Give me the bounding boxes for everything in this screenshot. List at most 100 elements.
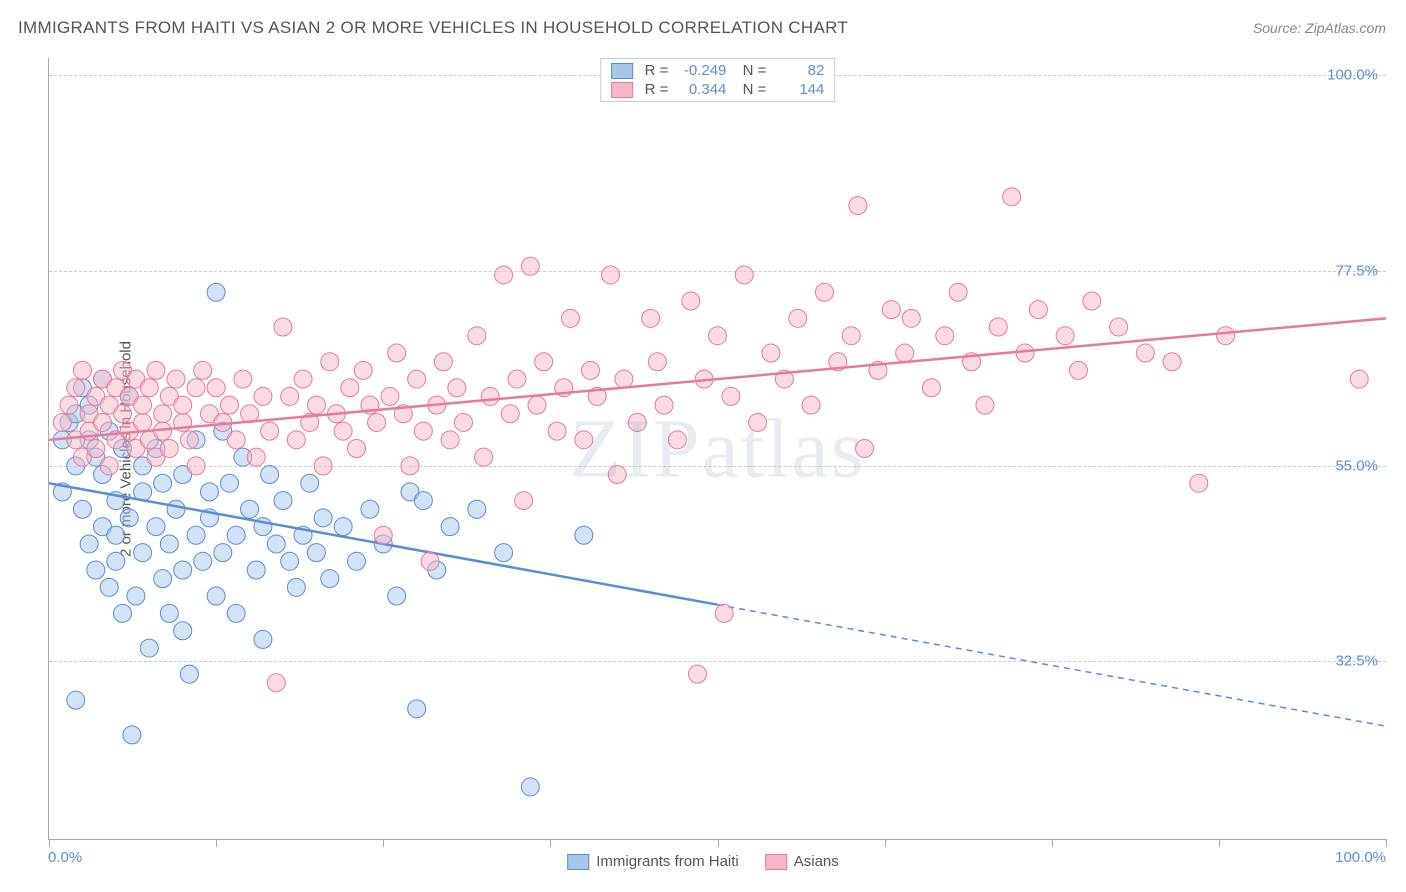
stats-row-haiti: R = -0.249 N = 82 [611,61,825,80]
stats-row-asians: R = 0.344 N = 144 [611,80,825,99]
data-point [120,509,138,527]
data-point [682,292,700,310]
x-tick [383,839,384,847]
data-point [154,405,172,423]
data-point [1163,353,1181,371]
data-point [628,413,646,431]
data-point [608,466,626,484]
data-point [408,370,426,388]
data-point [341,379,359,397]
data-point [1083,292,1101,310]
chart-source: Source: ZipAtlas.com [1253,20,1386,36]
data-point [87,561,105,579]
data-point [307,544,325,562]
data-point [160,535,178,553]
x-tick [1052,839,1053,847]
data-point [123,726,141,744]
data-point [134,413,152,431]
chart-container: 2 or more Vehicles in Household ZIPatlas… [48,58,1386,840]
data-point [368,413,386,431]
data-point [722,387,740,405]
data-point [174,396,192,414]
data-point [575,526,593,544]
data-point [481,387,499,405]
data-point [762,344,780,362]
bottom-legend: Immigrants from Haiti Asians [567,853,839,870]
data-point [254,387,272,405]
trend-line-extrapolated [718,605,1387,726]
data-point [468,327,486,345]
data-point [274,318,292,336]
data-point [896,344,914,362]
data-point [535,353,553,371]
legend-swatch-asians [765,854,787,870]
x-tick [216,839,217,847]
data-point [655,396,673,414]
data-point [107,552,125,570]
data-point [160,440,178,458]
data-point [348,552,366,570]
data-point [849,197,867,215]
data-point [80,535,98,553]
data-point [388,587,406,605]
data-point [434,353,452,371]
data-point [949,283,967,301]
data-point [307,396,325,414]
data-point [354,361,372,379]
x-tick [885,839,886,847]
data-point [475,448,493,466]
data-point [408,700,426,718]
data-point [1056,327,1074,345]
data-point [936,327,954,345]
data-point [602,266,620,284]
data-point [247,561,265,579]
data-point [187,526,205,544]
data-point [147,518,165,536]
data-point [107,526,125,544]
data-point [114,405,132,423]
data-point [160,604,178,622]
data-point [140,639,158,657]
plot-area: ZIPatlas R = -0.249 N = 82 R = 0.344 N =… [48,58,1386,840]
stats-legend-box: R = -0.249 N = 82 R = 0.344 N = 144 [600,58,836,102]
data-point [1110,318,1128,336]
data-point [789,309,807,327]
data-point [154,570,172,588]
data-point [501,405,519,423]
data-point [802,396,820,414]
data-point [267,674,285,692]
data-point [495,544,513,562]
data-point [180,665,198,683]
data-point [67,379,85,397]
data-point [321,570,339,588]
data-point [815,283,833,301]
data-point [515,492,533,510]
data-point [976,396,994,414]
data-point [989,318,1007,336]
data-point [615,370,633,388]
data-point [180,431,198,449]
data-point [73,361,91,379]
data-point [1016,344,1034,362]
data-point [381,387,399,405]
data-point [495,266,513,284]
data-point [882,301,900,319]
data-point [441,518,459,536]
data-point [167,370,185,388]
data-point [581,361,599,379]
legend-label-asians: Asians [794,853,839,870]
data-point [508,370,526,388]
data-point [548,422,566,440]
data-point [334,518,352,536]
legend-item-haiti: Immigrants from Haiti [567,853,739,870]
data-point [174,622,192,640]
data-point [735,266,753,284]
chart-title: IMMIGRANTS FROM HAITI VS ASIAN 2 OR MORE… [18,18,848,38]
data-point [87,440,105,458]
data-point [167,500,185,518]
data-point [100,578,118,596]
data-point [1217,327,1235,345]
data-point [1029,301,1047,319]
x-tick [718,839,719,847]
data-point [207,379,225,397]
